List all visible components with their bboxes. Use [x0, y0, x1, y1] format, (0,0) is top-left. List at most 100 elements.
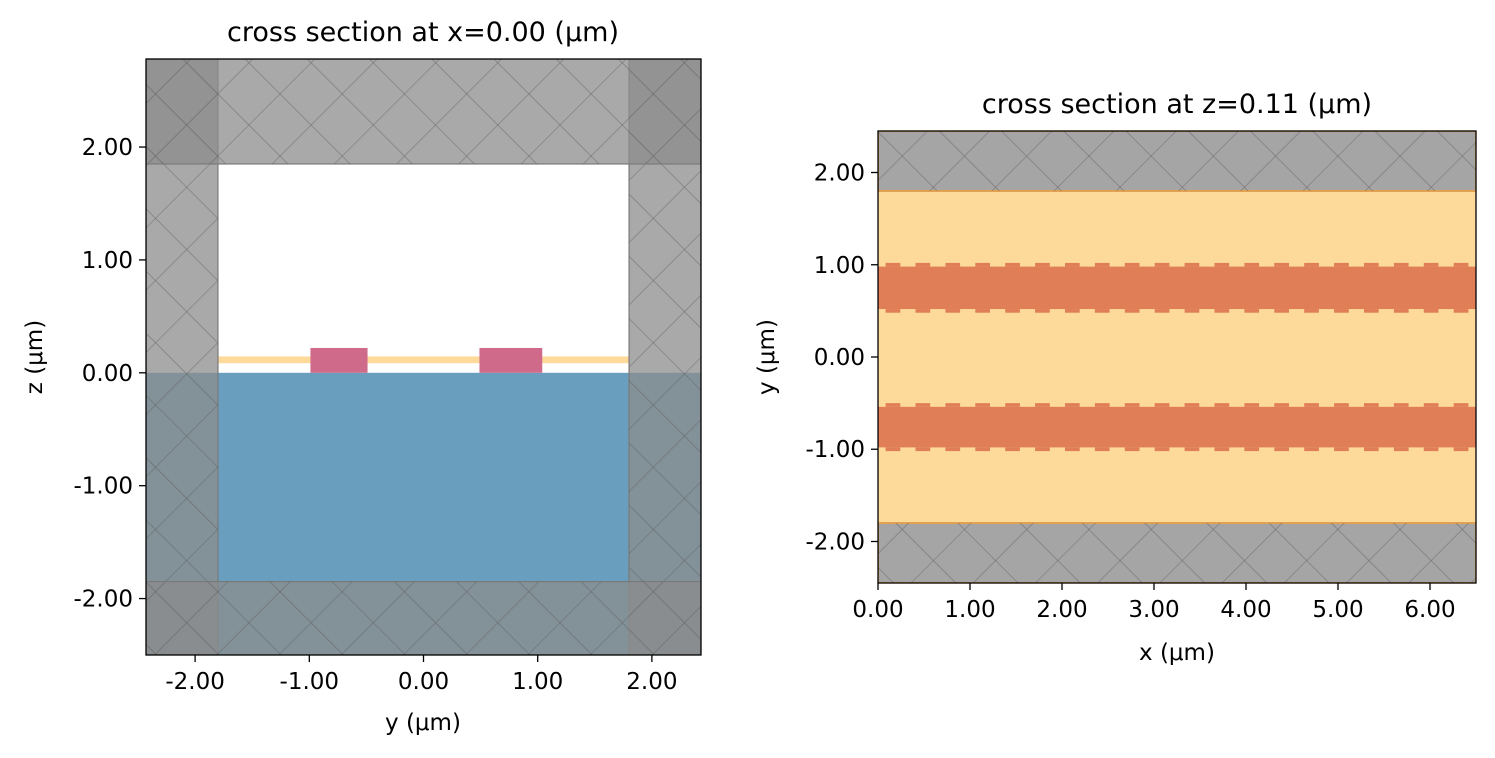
grating-tooth: [1304, 447, 1319, 452]
grating-tooth: [1334, 309, 1349, 313]
chart-right-x-label: x (μm): [1139, 640, 1215, 666]
chart-right-y-axis: -2.00 -1.00 0.00 1.00 2.00: [805, 161, 878, 555]
grating-tooth: [915, 447, 931, 452]
x-tick-label: -2.00: [165, 669, 225, 695]
grating-tooth: [1244, 262, 1260, 267]
grating-tooth: [1214, 447, 1230, 452]
chart-left: cross section at x=0.00 (μm) -2.00 -1.00 0…: [22, 17, 702, 736]
grating-tooth: [1304, 309, 1319, 313]
grating-tooth: [1363, 309, 1379, 313]
grating-tooth: [1184, 309, 1200, 313]
structure-waveguide-bottom: [878, 406, 1476, 448]
y-tick-label: 2.00: [814, 161, 865, 187]
grating-tooth: [975, 262, 991, 267]
grating-tooth: [1214, 262, 1230, 267]
grating-tooth: [1184, 403, 1200, 407]
grating-tooth: [1154, 403, 1170, 407]
y-tick-label: 1.00: [814, 253, 865, 279]
chart-right-y-label: y (μm): [754, 319, 780, 395]
pml-top-hatch: [146, 59, 701, 164]
grating-tooth: [915, 403, 931, 407]
grating-tooth: [945, 262, 961, 267]
chart-left-plot-area: [146, 59, 701, 655]
grating-tooth: [1005, 262, 1020, 267]
grating-tooth: [885, 447, 901, 452]
grating-tooth: [1453, 309, 1469, 313]
grating-tooth: [885, 403, 901, 407]
grating-tooth: [1124, 309, 1140, 313]
grating-tooth: [1304, 403, 1319, 407]
x-tick-label: 4.00: [1220, 597, 1271, 623]
grating-tooth: [1363, 262, 1379, 267]
structure-ridge-left: [310, 347, 368, 373]
grating-tooth: [1094, 447, 1110, 452]
grating-tooth: [1423, 262, 1439, 267]
structure-thin-film: [217, 356, 630, 364]
structure-film: [878, 190, 1476, 524]
y-tick-label: -2.00: [73, 587, 133, 613]
x-tick-label: 1.00: [512, 669, 563, 695]
grating-tooth: [975, 309, 991, 313]
grating-tooth: [1124, 447, 1140, 452]
chart-right-plot-area: [878, 131, 1476, 583]
grating-tooth: [1005, 309, 1020, 313]
structure-ridge-right: [479, 347, 543, 373]
x-tick-label: 2.00: [626, 669, 677, 695]
chart-left-x-label: y (μm): [385, 710, 461, 736]
x-tick-label: 0.00: [852, 597, 903, 623]
grating-tooth: [1154, 309, 1170, 313]
grating-tooth: [1214, 403, 1230, 407]
grating-tooth: [1423, 309, 1439, 313]
grating-tooth: [1035, 262, 1050, 267]
y-tick-label: 1.00: [82, 248, 133, 274]
grating-tooth: [1304, 262, 1319, 267]
grating-tooth: [945, 309, 961, 313]
grating-tooth: [1064, 403, 1080, 407]
x-tick-label: 0.00: [398, 669, 449, 695]
grating-tooth: [1154, 447, 1170, 452]
grating-tooth: [1154, 262, 1170, 267]
grating-tooth: [1244, 309, 1260, 313]
grating-tooth: [1393, 309, 1409, 313]
grating-tooth: [1274, 447, 1290, 452]
pml-top-hatch: [878, 131, 1476, 191]
grating-tooth: [945, 403, 961, 407]
grating-tooth: [1274, 309, 1290, 313]
grating-tooth: [885, 309, 901, 313]
grating-tooth: [1094, 309, 1110, 313]
grating-tooth: [1334, 403, 1349, 407]
x-tick-label: 3.00: [1128, 597, 1179, 623]
y-tick-label: 0.00: [82, 361, 133, 387]
grating-tooth: [1094, 403, 1110, 407]
grating-tooth: [1274, 262, 1290, 267]
chart-right-title: cross section at z=0.11 (μm): [982, 89, 1372, 120]
grating-tooth: [1094, 262, 1110, 267]
grating-tooth: [975, 447, 991, 452]
x-tick-label: 5.00: [1312, 597, 1363, 623]
grating-tooth: [1184, 447, 1200, 452]
grating-tooth: [1035, 447, 1050, 452]
grating-tooth: [1124, 262, 1140, 267]
chart-left-x-axis: -2.00 -1.00 0.00 1.00 2.00: [165, 655, 678, 695]
pml-bottom-hatch: [146, 581, 701, 655]
grating-tooth: [1334, 447, 1349, 452]
x-tick-label: 2.00: [1036, 597, 1087, 623]
grating-tooth: [1274, 403, 1290, 407]
grating-tooth: [1244, 447, 1260, 452]
grating-tooth: [1393, 447, 1409, 452]
grating-tooth: [1064, 262, 1080, 267]
y-tick-label: -1.00: [73, 474, 133, 500]
x-tick-label: 6.00: [1404, 597, 1455, 623]
grating-tooth: [1423, 403, 1439, 407]
grating-tooth: [1453, 262, 1469, 267]
grating-tooth: [1005, 447, 1020, 452]
grating-tooth: [1005, 403, 1020, 407]
grating-tooth: [1124, 403, 1140, 407]
grating-tooth: [1393, 262, 1409, 267]
grating-tooth: [1214, 309, 1230, 313]
grating-tooth: [1035, 403, 1050, 407]
grating-tooth: [1064, 309, 1080, 313]
x-tick-label: -1.00: [280, 669, 340, 695]
grating-tooth: [915, 309, 931, 313]
